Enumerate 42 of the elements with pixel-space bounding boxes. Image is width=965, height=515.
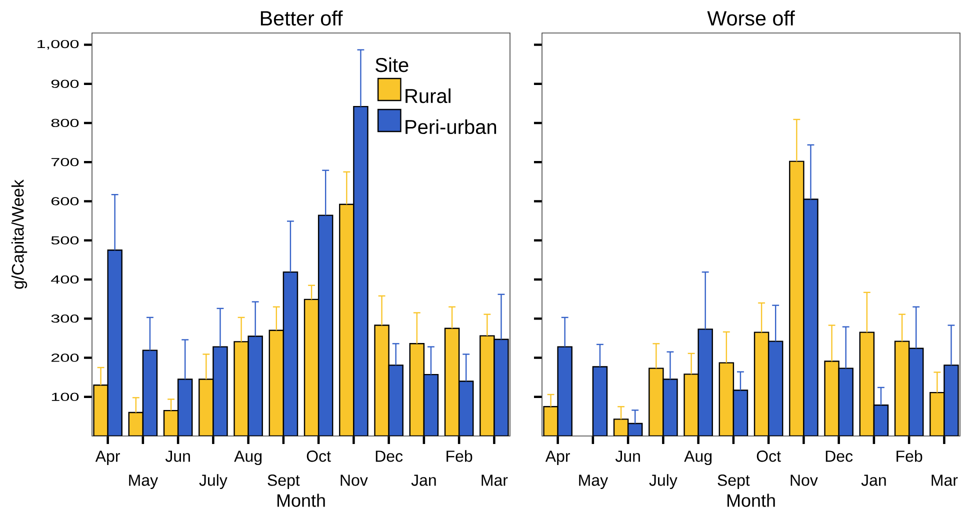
x-tick-label: Mar xyxy=(482,474,508,486)
y-tick-label: 300 xyxy=(51,314,79,323)
x-tick-label: July xyxy=(649,474,678,490)
x-tick-label: May xyxy=(579,474,608,490)
y-tick-label: 500 xyxy=(51,236,79,244)
x-tick-label: Dec xyxy=(376,450,403,462)
x-tick-label: Nov xyxy=(340,474,368,486)
x-tick-label: Oct xyxy=(306,450,331,462)
x-tick-label: Sept xyxy=(718,474,750,490)
x-tick-label: Jun xyxy=(165,450,190,462)
x-tick-label: Nov xyxy=(790,474,818,486)
legend-label: Rural xyxy=(406,88,450,104)
y-tick-label: 900 xyxy=(51,80,79,88)
y-tick-label: 800 xyxy=(51,118,79,128)
x-axis-title: Month xyxy=(727,494,775,507)
y-tick-label: 600 xyxy=(51,197,79,206)
x-tick-label: Feb xyxy=(446,450,472,462)
x-axis-title: Month xyxy=(277,494,325,507)
x-tick-label: Feb xyxy=(896,450,922,462)
x-tick-label: May xyxy=(129,474,158,490)
x-tick-label: Aug xyxy=(234,450,262,466)
y-tick-label: 400 xyxy=(50,275,79,284)
x-tick-label: Jan xyxy=(411,474,436,486)
chart-title: Worse off xyxy=(707,10,795,26)
x-tick-label: Apr xyxy=(95,450,120,466)
x-tick-label: Aug xyxy=(684,450,712,466)
y-tick-label: 100 xyxy=(52,392,79,401)
y-axis-title: g/Capita/Week xyxy=(11,180,28,289)
x-tick-label: July xyxy=(199,474,228,490)
x-tick-label: Apr xyxy=(545,450,570,466)
y-tick-label: 200 xyxy=(51,354,79,362)
x-tick-label: Oct xyxy=(756,450,781,462)
x-tick-label: Jan xyxy=(861,474,886,486)
x-tick-label: Sept xyxy=(268,474,300,490)
legend-title: Site xyxy=(376,57,408,72)
y-tick-label: 1,000 xyxy=(38,40,79,50)
x-tick-label: Dec xyxy=(826,450,853,462)
chart-title: Better off xyxy=(260,10,343,26)
x-tick-label: Jun xyxy=(615,450,640,462)
x-tick-label: Mar xyxy=(932,474,958,486)
y-tick-label: 700 xyxy=(51,158,79,166)
legend-label: Peri-urban xyxy=(406,119,496,134)
